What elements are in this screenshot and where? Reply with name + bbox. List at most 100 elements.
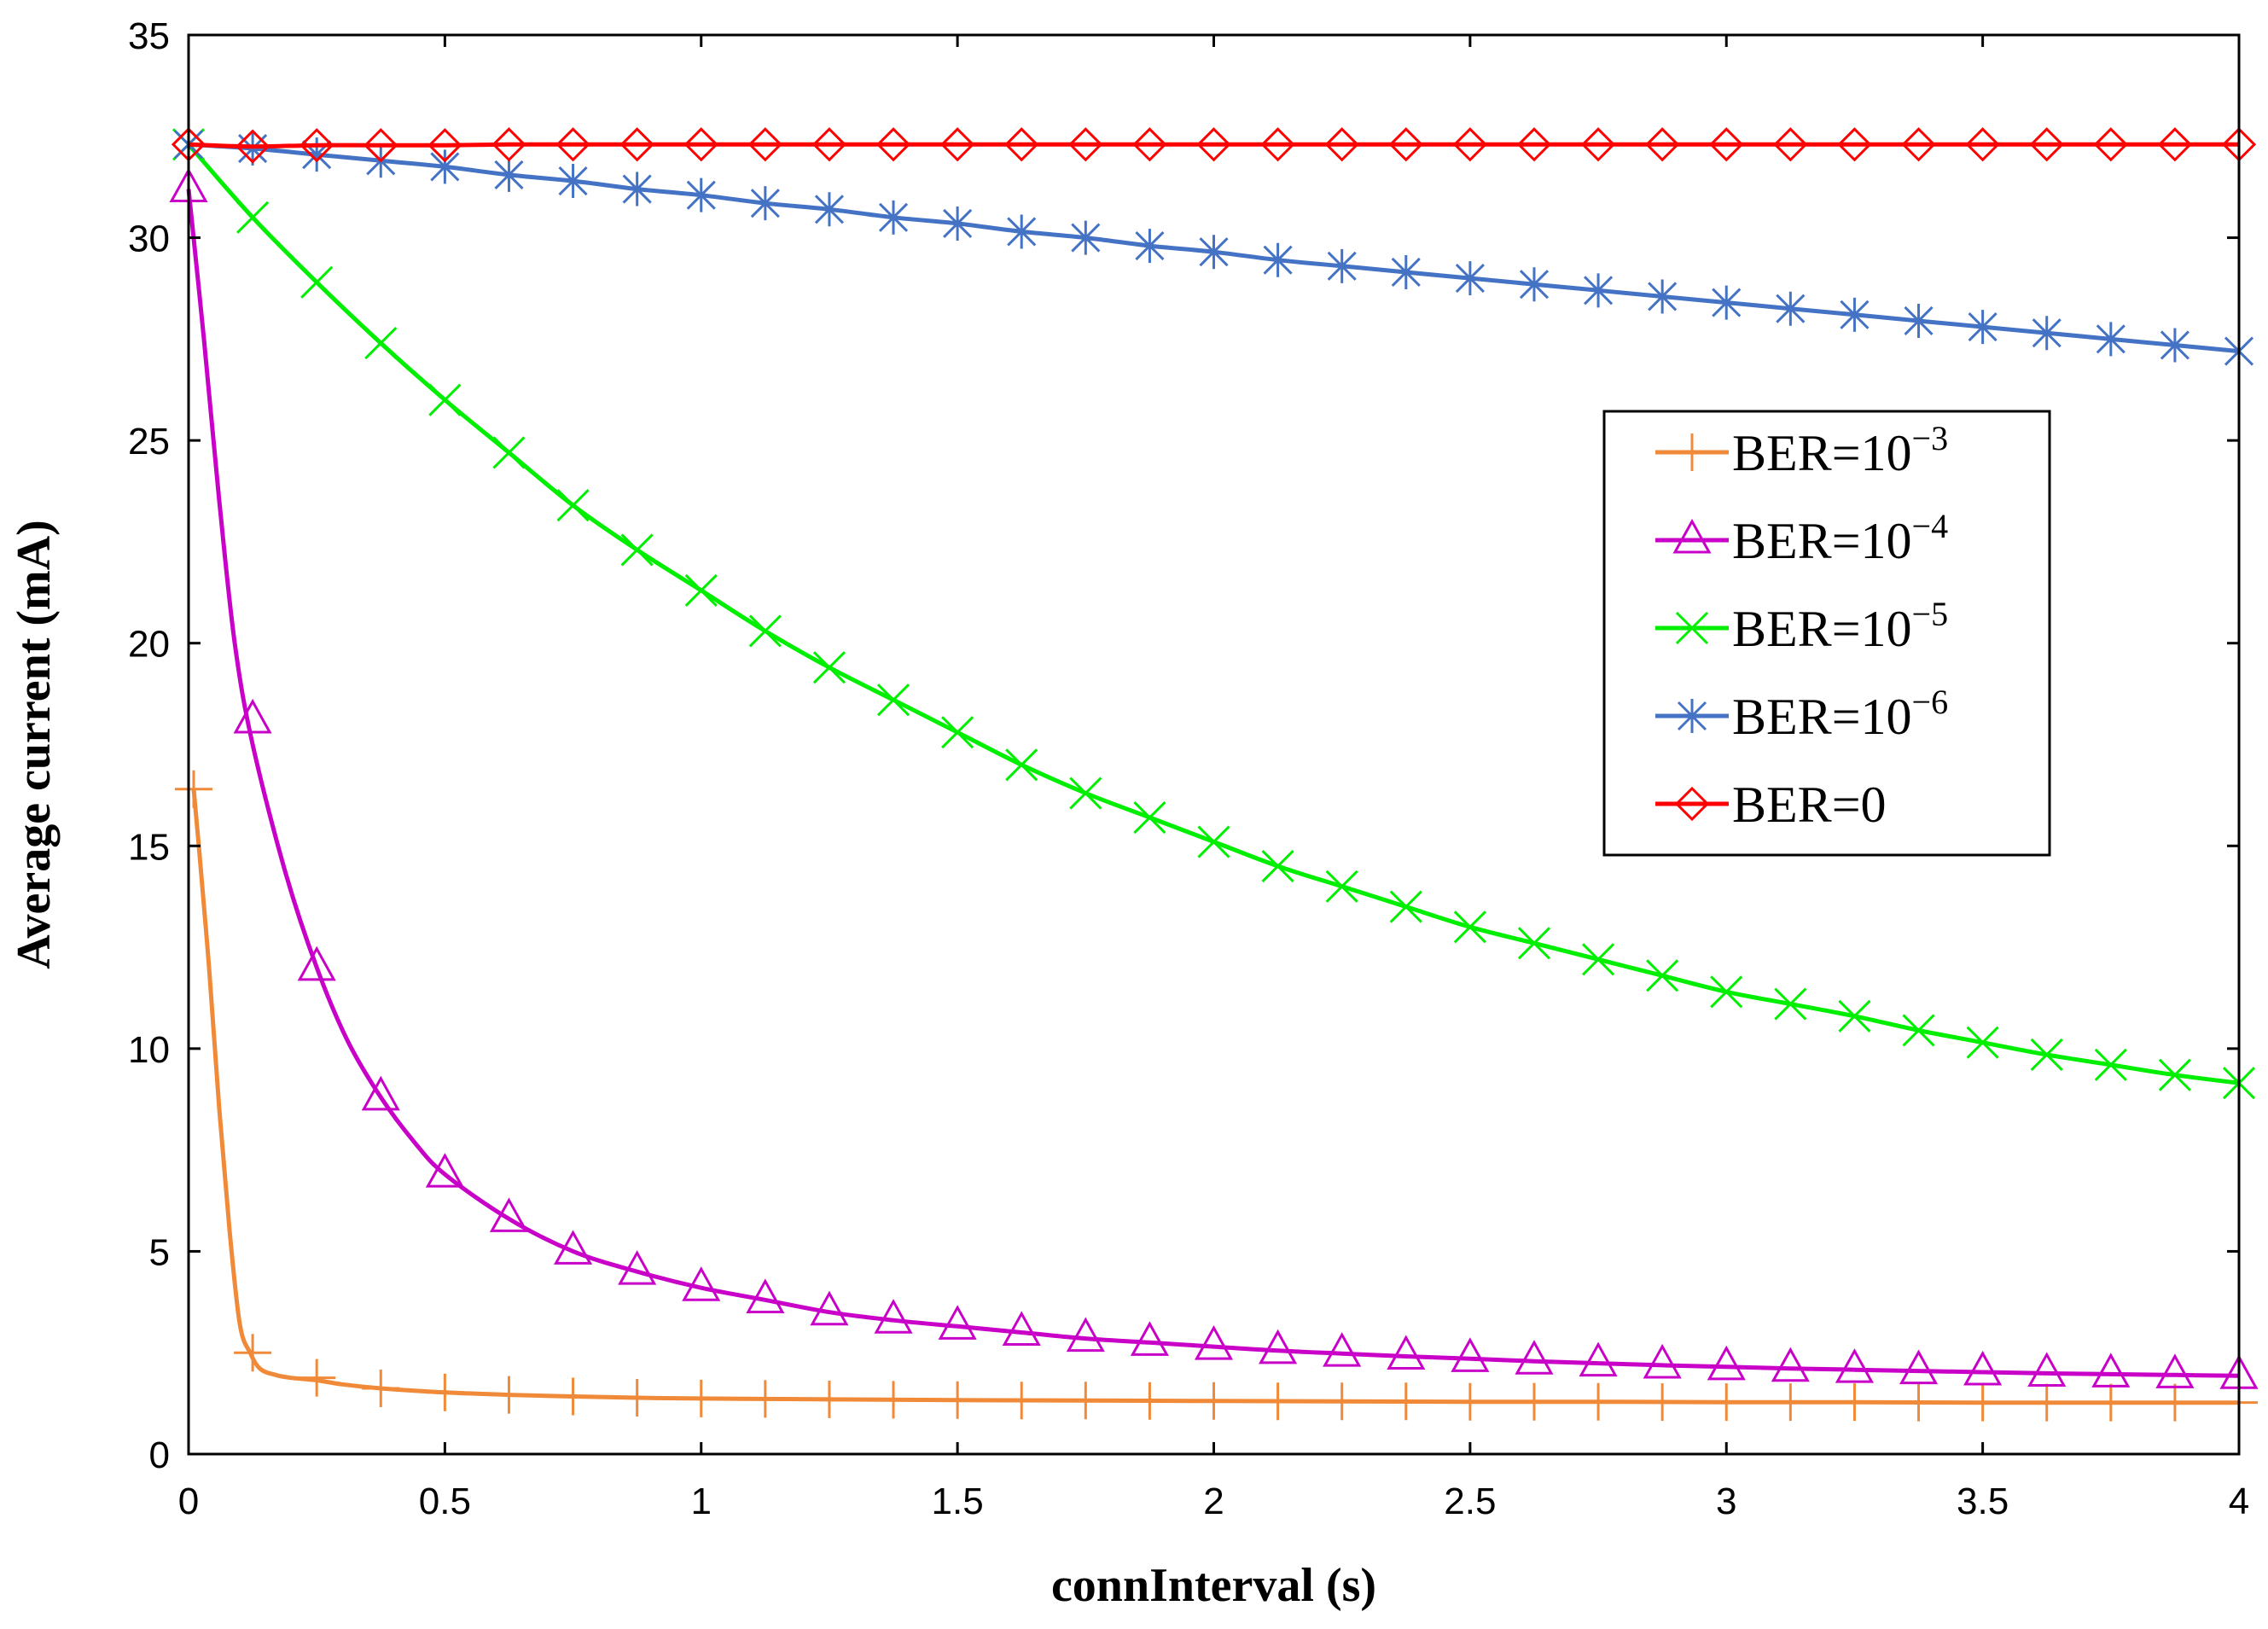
legend-marker — [1675, 611, 1709, 645]
series-marker — [1071, 220, 1101, 255]
legend-label: BER=10−6 — [1732, 683, 1948, 745]
series-marker — [618, 1378, 656, 1417]
series-marker — [1709, 127, 1744, 162]
series-marker — [489, 1197, 529, 1232]
series-marker — [363, 128, 398, 163]
series-marker — [938, 1305, 977, 1340]
series-marker — [298, 1358, 336, 1397]
y-tick-label: 10 — [128, 1029, 170, 1071]
series-marker — [491, 127, 526, 162]
series-marker — [748, 614, 782, 648]
series-marker — [2030, 1038, 2063, 1072]
x-axis-title: connInterval (s) — [1051, 1559, 1376, 1612]
series-marker — [1455, 261, 1485, 296]
series-marker — [812, 651, 846, 684]
series-marker — [750, 186, 780, 221]
x-tick-label: 0.5 — [419, 1481, 471, 1522]
series-marker — [682, 1379, 720, 1417]
series-marker — [1007, 214, 1037, 249]
series-marker — [2027, 1383, 2066, 1422]
series-3 — [172, 128, 2256, 1100]
series-marker — [1325, 870, 1358, 903]
series-marker — [1837, 127, 1872, 162]
series-marker — [2157, 127, 2193, 162]
series-marker — [814, 192, 844, 227]
series-marker — [1005, 748, 1038, 782]
series-marker — [876, 684, 910, 717]
series-marker — [940, 127, 975, 162]
series-marker — [1068, 127, 1103, 162]
legend-label-exponent: −3 — [1912, 419, 1949, 457]
legend-label-base: BER=10 — [1732, 601, 1912, 657]
series-marker — [810, 1290, 849, 1326]
series-marker — [686, 177, 716, 212]
x-tick-label: 2 — [1203, 1481, 1224, 1522]
legend-label: BER=0 — [1732, 777, 1887, 833]
series-marker — [1707, 1383, 1746, 1422]
series-marker — [554, 1230, 593, 1265]
series-marker — [556, 489, 590, 522]
series-marker — [878, 200, 909, 235]
y-tick-label: 30 — [128, 218, 170, 260]
series-marker — [1067, 1382, 1105, 1420]
series-marker — [492, 436, 526, 469]
series-marker — [2094, 1048, 2127, 1081]
series-marker — [683, 127, 718, 162]
series-marker — [746, 1278, 785, 1313]
series-marker — [622, 172, 652, 207]
series-marker — [2093, 127, 2128, 162]
legend-label-exponent: −4 — [1912, 507, 1949, 545]
series-marker — [1965, 127, 2000, 162]
series-marker — [2155, 1353, 2195, 1388]
series-marker — [300, 265, 334, 299]
legend-item: BER=0 — [1655, 777, 1887, 833]
series-marker — [1259, 1382, 1297, 1421]
legend-label-exponent: −5 — [1912, 595, 1949, 633]
series-marker — [1452, 127, 1488, 162]
series-1 — [175, 770, 2258, 1422]
x-tick-label: 2.5 — [1444, 1481, 1496, 1522]
series-marker — [1451, 1382, 1489, 1421]
series-marker — [875, 127, 911, 162]
series-marker — [1963, 1350, 2003, 1386]
series-marker — [427, 128, 462, 163]
series-marker — [682, 1266, 721, 1301]
series-marker — [1643, 1343, 1682, 1379]
series-marker — [1195, 1382, 1233, 1420]
series-marker — [233, 698, 272, 734]
series-marker — [1387, 1335, 1426, 1370]
x-tick-label: 1.5 — [932, 1481, 984, 1522]
series-marker — [1453, 910, 1486, 944]
series-marker — [1901, 127, 1936, 162]
legend-label-base: BER=10 — [1732, 689, 1912, 745]
legend-box — [1602, 410, 2051, 857]
series-marker — [362, 1370, 400, 1408]
y-tick-label: 0 — [149, 1434, 170, 1476]
legend-item: BER=10−3 — [1655, 419, 1948, 481]
series-marker — [874, 1299, 913, 1334]
series-marker — [1133, 800, 1166, 835]
series-marker — [1387, 1382, 1425, 1421]
axes-layer: 0 0.5 1 1.5 2 2.5 3 3.5 4 0 5 10 15 20 25 30 35 connInter… — [8, 15, 2249, 1612]
series-marker — [558, 164, 588, 199]
series-marker — [2027, 1352, 2067, 1387]
series-marker — [1774, 987, 1807, 1021]
legend-label: BER=10−5 — [1732, 595, 1948, 657]
series-marker — [939, 1381, 977, 1419]
x-tick-label: 3 — [1716, 1481, 1736, 1522]
y-tick-label: 5 — [149, 1231, 170, 1273]
series-marker — [2096, 322, 2126, 357]
series-marker — [943, 206, 973, 241]
series-marker — [1132, 127, 1167, 162]
series-marker — [2155, 1383, 2194, 1422]
series-marker — [618, 1250, 657, 1285]
series-marker — [1648, 279, 1678, 314]
legend-label-base: BER=10 — [1732, 425, 1912, 481]
series-marker — [1002, 1311, 1041, 1346]
series-marker — [810, 1380, 848, 1418]
series-marker — [1327, 248, 1357, 283]
series-marker — [361, 1075, 400, 1111]
series-marker — [1835, 1383, 1874, 1422]
series-marker — [236, 201, 270, 234]
